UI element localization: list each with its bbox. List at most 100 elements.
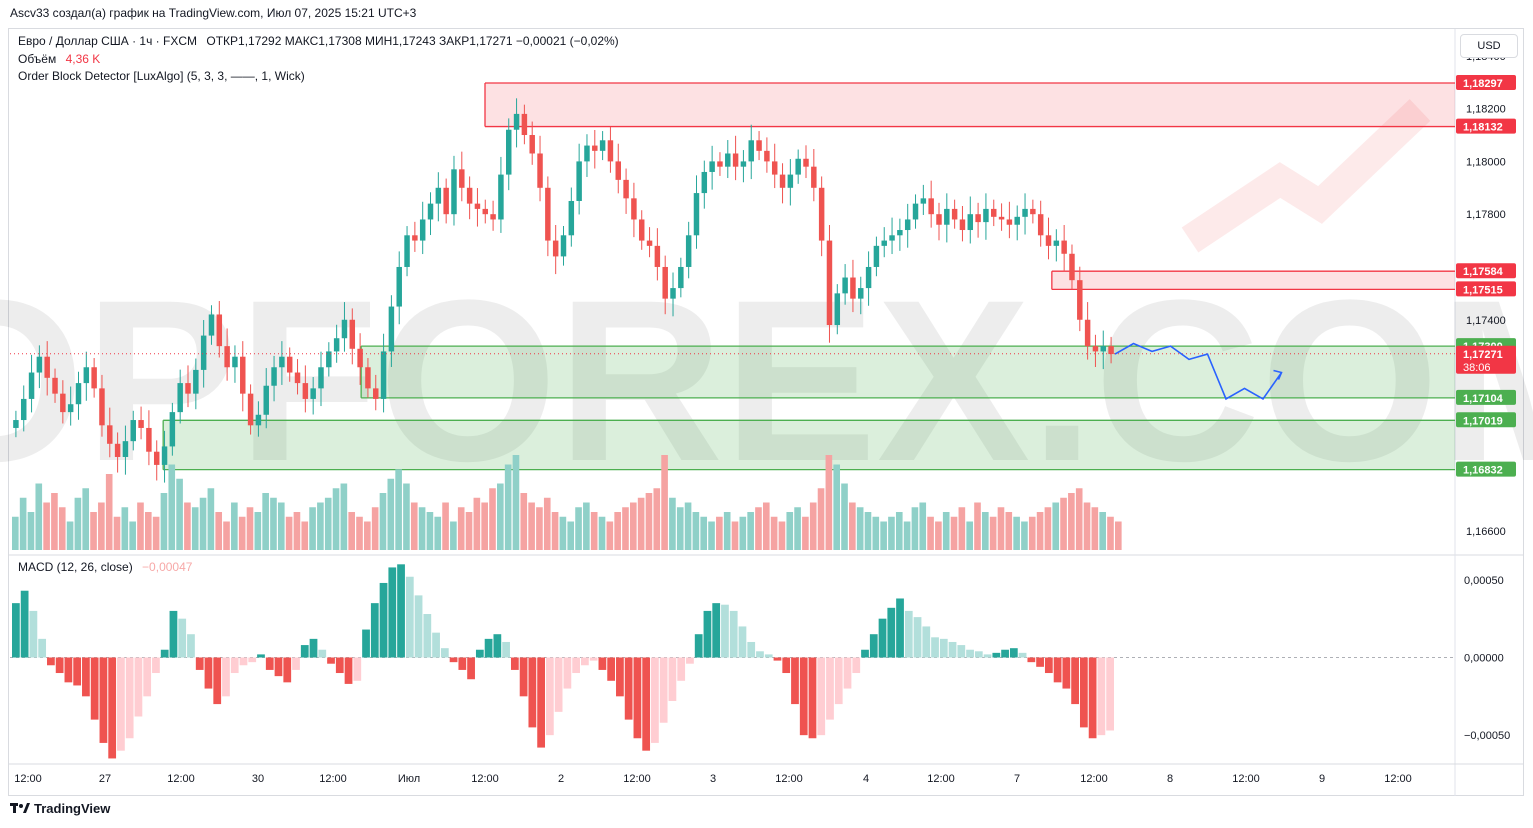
macd-bar [887,607,896,658]
volume-bar [371,507,379,550]
macd-bar [502,641,510,658]
volume-bar [825,455,833,550]
order-block-bull[interactable] [163,420,1455,470]
macd-bar [362,629,370,658]
volume-bar [152,516,160,550]
macd-bar [904,610,913,658]
order-block-bear[interactable] [485,83,1455,127]
tradingview-brand[interactable]: TradingView [10,801,110,816]
currency-selector[interactable]: USD [1460,34,1518,58]
volume-bar [223,521,230,550]
candle-body [967,214,974,231]
candle-body [427,203,434,220]
macd-bar [300,645,309,658]
macd-bar [563,657,572,689]
macd-bar [475,649,484,658]
macd-bar [1018,652,1027,658]
macd-bar [239,657,248,666]
candle-body [748,140,754,162]
candle-body [1069,253,1075,281]
candle-body [998,216,1005,220]
volume-bar [708,521,715,550]
candle-body [52,377,58,394]
volume-bar [1060,497,1067,550]
time-tick: 12:00 [1080,773,1108,785]
indicator-name[interactable]: Order Block Detector [LuxAlgo] (5, 3, 3,… [18,69,305,83]
volume-bar [958,507,966,550]
volume-bar [410,502,418,550]
macd-bar [764,654,773,658]
macd-bar [537,657,545,748]
volume-bar [27,512,35,550]
macd-bar [90,657,99,720]
macd-bar [817,657,826,736]
macd-bar [922,626,931,658]
candle-body [732,153,739,167]
volume-bar [254,512,262,550]
volume-bar [215,512,223,550]
candle-body [693,193,700,236]
order-block-bull[interactable] [361,346,1455,398]
macd-bar [213,657,222,705]
macd-legend[interactable]: MACD (12, 26, close) −0,00047 [18,560,192,574]
macd-bar [152,657,160,674]
price-label-badge [1456,281,1516,297]
candle-body [75,383,82,405]
macd-label[interactable]: MACD (12, 26, close) [18,560,133,574]
macd-tick: −0,00050 [1464,730,1510,742]
volume-bar [184,502,191,550]
volume-bar [74,497,82,550]
time-tick: 7 [1014,773,1020,785]
chart-frame[interactable] [8,28,1524,796]
indicator-legend[interactable]: Order Block Detector [LuxAlgo] (5, 3, 3,… [18,69,305,83]
candle-body [1100,346,1107,352]
candle-body [951,208,958,220]
volume-bar [1052,502,1060,550]
candle-body [216,314,223,347]
macd-bar [379,582,388,658]
projection-path[interactable] [1114,342,1283,401]
candle-body [286,356,293,373]
symbol-legend[interactable]: Евро / Доллар США · 1ч · FXCM ОТКР1,1729… [18,34,619,48]
price-tick: 1,17400 [1466,315,1506,327]
macd-bar [493,634,502,658]
volume-bar [348,512,355,550]
projection-arrowhead-icon [1273,369,1283,380]
macd-bar [12,603,20,658]
candle-body [451,169,457,215]
order-block-bear[interactable] [1051,271,1455,290]
macd-bar [694,634,703,658]
macd-bar [125,657,134,739]
volume-bar [739,516,747,550]
candle-body [897,230,903,236]
candle-body [889,235,895,241]
macd-bar [545,657,554,736]
volume-legend[interactable]: Объём 4,36 K [18,52,100,66]
volume-bar [1021,521,1028,550]
candle-body [834,293,841,326]
volume-value: 4,36 K [65,52,101,66]
symbol-name[interactable]: Евро / Доллар США · 1ч · FXCM [18,34,198,48]
volume-bar [293,512,301,550]
candle-body [193,369,199,394]
candle-body [607,140,614,162]
volume-bar [872,516,880,550]
volume-bar [113,516,121,550]
volume-bar [841,483,848,550]
candle-body [310,388,316,399]
candle-body [818,187,825,241]
macd-bar [931,637,939,658]
macd-bar [1027,657,1036,663]
candle-body [662,266,668,299]
macd-bar [449,657,458,663]
volume-bar [747,512,754,550]
volume-bar [277,502,285,550]
price-label-countdown: 38:06 [1463,362,1491,374]
price-label-badge [1456,75,1516,91]
macd-bar [1044,657,1053,674]
macd-bar [178,618,187,658]
candle-body [435,187,442,204]
time-tick: 12:00 [319,773,347,785]
price-label-text: 1,18132 [1463,122,1503,134]
